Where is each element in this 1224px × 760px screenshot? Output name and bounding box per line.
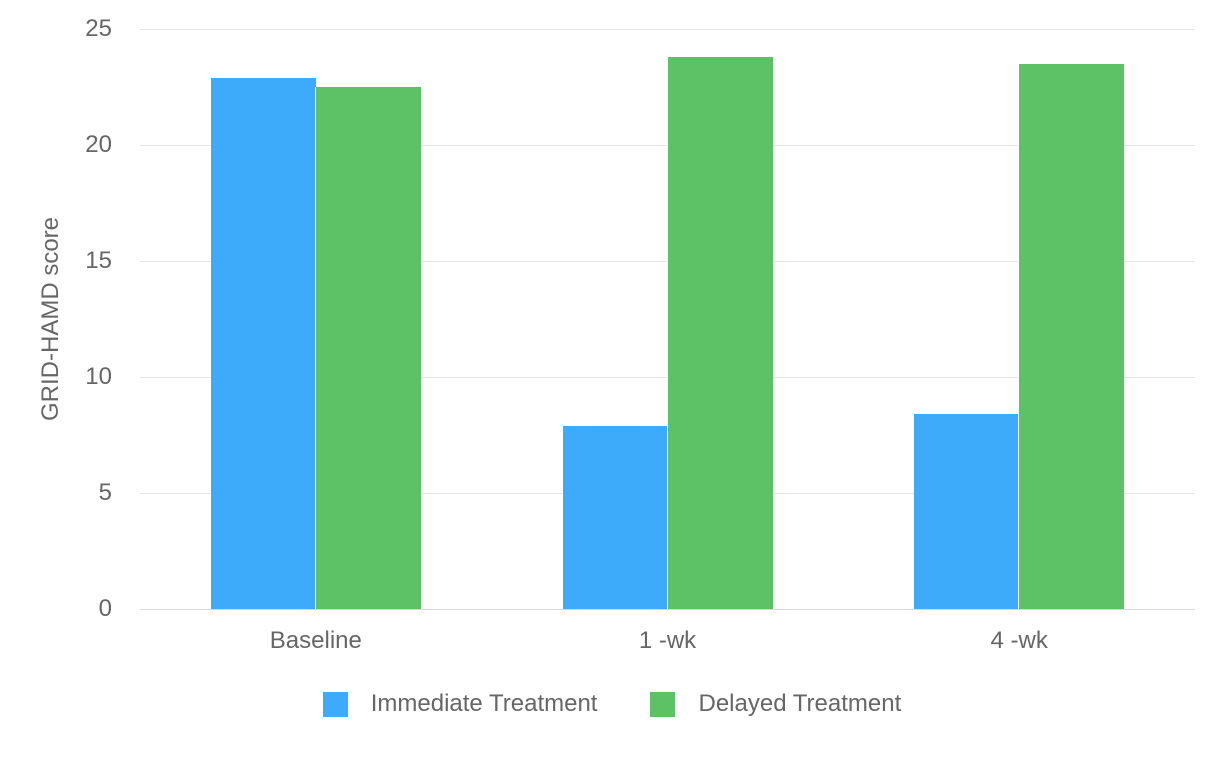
legend-label-immediate-treatment: Immediate Treatment [370,690,598,717]
legend-swatch-delayed-treatment [650,691,676,717]
x-axis-zero-line [140,608,1195,610]
bar-immediate-treatment-4-wk [914,414,1020,609]
bar-delayed-treatment-baseline [315,87,421,609]
x-tick-label-1-wk: 1 -wk [638,627,697,654]
bar-immediate-treatment-1-wk [562,425,668,609]
legend-label-delayed-treatment: Delayed Treatment [698,690,902,717]
bar-delayed-treatment-4-wk [1019,63,1125,609]
y-tick-label-10: 10 [85,363,112,390]
bar-delayed-treatment-1-wk [667,56,773,609]
x-tick-label-4-wk: 4 -wk [990,627,1048,654]
bar-immediate-treatment-baseline [210,77,316,609]
y-tick-label-15: 15 [85,247,112,274]
y-tick-label-20: 20 [85,131,112,158]
legend: Immediate Treatment Delayed Treatment [0,690,1224,718]
plot-area [140,28,1195,610]
y-gridline-25 [140,28,1195,30]
y-tick-label-5: 5 [98,479,112,506]
legend-item-immediate-treatment: Immediate Treatment [322,690,598,718]
x-tick-label-baseline: Baseline [269,627,362,654]
legend-item-delayed-treatment: Delayed Treatment [650,690,901,718]
y-tick-label-25: 25 [85,15,112,42]
legend-swatch-immediate-treatment [322,691,348,717]
y-tick-label-0: 0 [98,595,112,622]
